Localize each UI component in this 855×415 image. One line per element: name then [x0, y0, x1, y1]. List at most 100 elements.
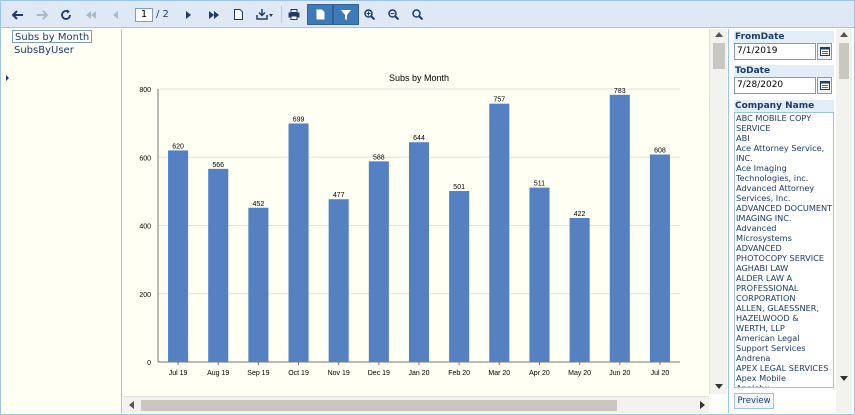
scroll-left-icon[interactable] — [129, 401, 134, 409]
x-tick-label: Jul 20 — [651, 370, 670, 377]
company-list-item[interactable]: INC. — [736, 153, 753, 163]
company-list-item[interactable]: Support Services — [736, 343, 806, 353]
refresh-icon[interactable] — [58, 5, 74, 24]
company-list-item[interactable]: ABI — [736, 133, 750, 143]
bar[interactable] — [408, 142, 430, 362]
company-list-item[interactable]: APEX LEGAL SERVICES — [736, 363, 829, 373]
company-list-item[interactable]: WERTH, LLP — [736, 323, 785, 333]
data-label: 608 — [654, 148, 666, 155]
data-label: 757 — [493, 97, 505, 104]
scroll-thumb[interactable] — [141, 400, 617, 411]
subs-by-month-chart: Subs by Month 0 200 400 600 800 620 Jul 19 566 Au… — [139, 73, 680, 377]
bar[interactable] — [288, 123, 309, 362]
parameters-scrollbar[interactable] — [836, 29, 852, 413]
company-list-item[interactable]: SERVICE — [736, 123, 771, 133]
scroll-down-icon[interactable] — [715, 384, 723, 389]
docmap-item-subs-by-user[interactable]: SubsByUser — [14, 45, 74, 56]
company-list-item[interactable]: PROFESSIONAL — [736, 283, 799, 293]
company-list-item[interactable]: ALDER LAW A — [736, 273, 793, 283]
bar[interactable] — [609, 94, 630, 363]
forward-icon[interactable] — [34, 5, 50, 24]
company-list-item[interactable]: ADVANCED — [736, 243, 782, 253]
bar[interactable] — [569, 217, 590, 362]
company-list-item[interactable]: American Legal — [736, 333, 800, 343]
first-page-icon[interactable] — [83, 5, 99, 24]
from-date-input[interactable]: 7/1/2019 — [734, 43, 816, 60]
y-tick-label: 200 — [139, 292, 151, 299]
company-list-item[interactable]: Advanced — [736, 223, 777, 233]
x-tick-label: Jun 20 — [609, 370, 630, 377]
expand-arrow-icon[interactable] — [6, 75, 9, 81]
page-number-input[interactable]: 1 — [135, 8, 153, 22]
company-list-item[interactable]: Apex Mobile — [736, 373, 786, 383]
back-icon[interactable] — [10, 5, 26, 24]
zoom-fit-icon[interactable] — [409, 5, 425, 24]
print-icon[interactable] — [286, 5, 302, 24]
report-horizontal-scrollbar[interactable] — [123, 396, 709, 413]
company-list-item[interactable]: Microsystems — [736, 233, 792, 243]
calendar-icon — [820, 47, 830, 56]
company-list-item[interactable]: Appleby — [736, 383, 770, 388]
company-list-item[interactable]: PHOTOCOPY SERVICE — [736, 253, 825, 263]
to-date-calendar-button[interactable] — [817, 77, 832, 94]
zoom-out-icon[interactable] — [385, 5, 401, 24]
parameters-filter-icon[interactable] — [333, 4, 359, 25]
document-map-pane: Subs by Month SubsByUser — [2, 29, 122, 413]
company-list-item[interactable]: Ace Attorney Service, — [736, 143, 825, 153]
calendar-icon — [820, 81, 830, 90]
bar[interactable] — [489, 103, 510, 362]
from-date-calendar-button[interactable] — [817, 43, 832, 60]
company-list-item[interactable]: IMAGING INC. — [736, 213, 792, 223]
scroll-up-icon[interactable] — [715, 32, 723, 37]
next-page-icon[interactable] — [181, 5, 195, 24]
bar[interactable] — [328, 199, 349, 362]
report-content: Subs by Month 0 200 400 600 800 620 Jul 19 566 Au… — [123, 29, 709, 397]
scroll-down-icon[interactable] — [840, 376, 848, 381]
scroll-right-icon[interactable] — [700, 401, 705, 409]
x-tick-label: Sep 19 — [247, 370, 269, 377]
data-label: 588 — [373, 154, 385, 161]
company-name-list[interactable]: ABC MOBILE COPY SERVICE ABI Ace Attorney Se… — [734, 112, 834, 388]
preview-button[interactable]: Preview — [734, 393, 774, 409]
x-tick-label: Mar 20 — [488, 370, 510, 377]
company-list-item[interactable]: ADVANCED DOCUMENT — [736, 203, 833, 213]
x-tick-label: May 20 — [568, 370, 591, 377]
previous-page-icon[interactable] — [109, 5, 123, 24]
scroll-thumb[interactable] — [713, 43, 725, 69]
parameters-pane: FromDate 7/1/2019 ToDate 7/28/2020 Compa… — [728, 29, 853, 413]
company-list-item[interactable]: Technologies, inc. — [736, 173, 809, 183]
x-tick-label: Oct 19 — [288, 370, 309, 377]
to-date-label: ToDate — [734, 65, 834, 77]
company-list-item[interactable]: Advanced Attorney — [736, 183, 815, 193]
bar[interactable] — [449, 191, 470, 362]
scroll-thumb[interactable] — [839, 43, 849, 79]
company-list-item[interactable]: ALLEN, GLAESSNER, — [736, 303, 820, 313]
to-date-input[interactable]: 7/28/2020 — [734, 77, 816, 94]
bar[interactable] — [368, 161, 389, 362]
company-list-item[interactable]: HAZELWOOD & — [736, 313, 799, 323]
document-map-icon[interactable] — [307, 4, 333, 25]
bar[interactable] — [529, 187, 550, 362]
bar[interactable] — [208, 168, 229, 362]
bar[interactable] — [649, 154, 670, 362]
x-tick-label: Jan 20 — [408, 370, 429, 377]
docmap-item-subs-by-month[interactable]: Subs by Month — [12, 30, 93, 43]
company-list-item[interactable]: ABC MOBILE COPY — [736, 113, 812, 123]
bar[interactable] — [248, 207, 269, 362]
company-list-item[interactable]: Ace Imaging — [736, 163, 787, 173]
company-list-item[interactable]: Andrena — [736, 353, 771, 363]
last-page-icon[interactable] — [206, 5, 222, 24]
company-list-item[interactable]: Services, Inc. — [736, 193, 791, 203]
company-list-item[interactable]: CORPORATION — [736, 293, 796, 303]
report-vertical-scrollbar[interactable] — [709, 29, 727, 394]
export-icon[interactable] — [255, 5, 275, 24]
zoom-in-icon[interactable] — [361, 5, 377, 24]
bar[interactable] — [168, 150, 189, 362]
data-label: 452 — [253, 201, 265, 208]
page-setup-icon[interactable] — [231, 5, 245, 24]
company-list-item[interactable]: AGHABI LAW — [736, 263, 789, 273]
data-label: 620 — [172, 143, 184, 150]
y-tick-label: 800 — [139, 87, 151, 94]
scroll-up-icon[interactable] — [840, 32, 848, 37]
